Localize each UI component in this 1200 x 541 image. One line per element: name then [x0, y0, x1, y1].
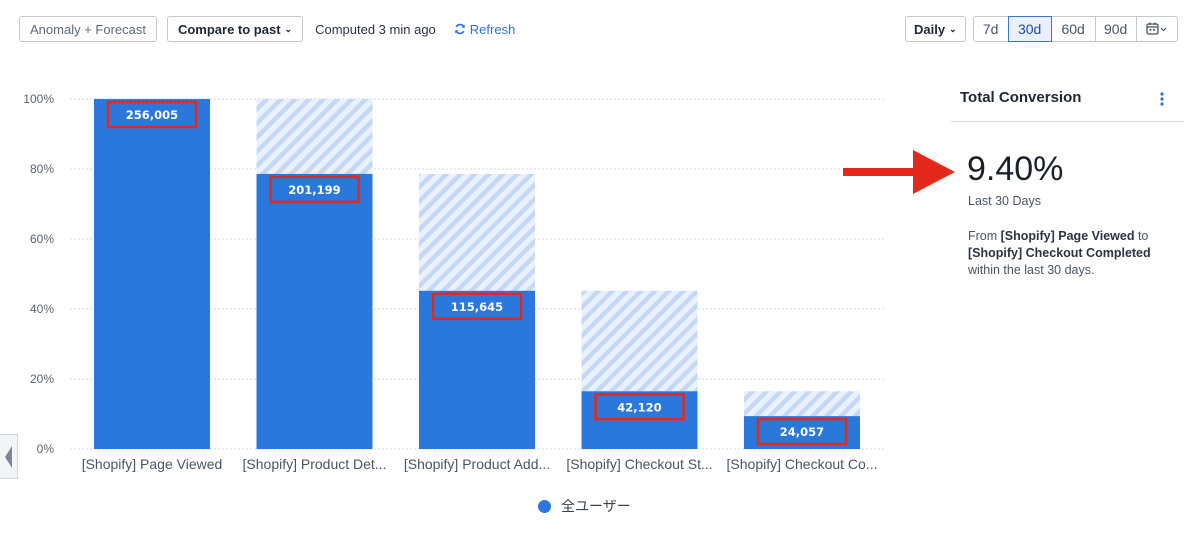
refresh-label: Refresh: [469, 21, 516, 37]
desc-prefix: From: [968, 229, 1001, 243]
y-tick-label: 20%: [30, 372, 54, 386]
y-tick-label: 60%: [30, 232, 54, 246]
desc-mid: to: [1134, 229, 1149, 243]
highlight-box: [431, 292, 523, 321]
dropoff-bar: [256, 99, 373, 174]
calendar-icon: [1145, 22, 1167, 35]
y-tick-label: 40%: [30, 302, 54, 316]
chevron-down-icon: ⌄: [949, 23, 957, 34]
range-30d-label: 30d: [1017, 21, 1042, 37]
collapse-left-button[interactable]: [0, 434, 18, 479]
refresh-icon: [454, 23, 465, 35]
chevron-down-icon: ⌄: [284, 23, 293, 34]
conversion-value: 9.40%: [967, 150, 1064, 188]
dropoff-bar: [419, 173, 535, 291]
data-label: 256,005: [126, 108, 178, 122]
compare-to-past-label: Compare to past: [177, 21, 281, 37]
interval-label: Daily: [914, 21, 946, 37]
dropoff-bar: [581, 290, 698, 392]
caret-left-icon: [4, 445, 12, 468]
highlight-box: [106, 100, 198, 129]
x-category-label: [Shopify] Product Det...: [243, 456, 387, 472]
range-60d-label: 60d: [1061, 21, 1085, 37]
data-label: 42,120: [617, 400, 661, 414]
legend-label: 全ユーザー: [561, 498, 631, 514]
data-label: 115,645: [451, 300, 503, 314]
interval-dropdown[interactable]: Daily ⌄: [905, 16, 966, 42]
conversion-bar: [94, 99, 210, 449]
panel-title: Total Conversion: [960, 89, 1082, 106]
desc-suffix: within the last 30 days.: [968, 263, 1095, 277]
computed-status: Computed 3 min ago: [315, 21, 436, 37]
date-picker-button[interactable]: [1135, 16, 1178, 42]
conversion-bar: [256, 173, 373, 449]
data-label: 24,057: [780, 425, 824, 439]
x-category-label: [Shopify] Product Add...: [404, 456, 550, 472]
highlight-box: [594, 393, 685, 421]
desc-to-event: [Shopify] Checkout Completed: [968, 246, 1151, 260]
range-selector: 7d 30d 60d 90d: [972, 16, 1178, 42]
highlight-box: [756, 417, 848, 446]
range-90d-label: 90d: [1103, 21, 1128, 37]
refresh-button[interactable]: Refresh: [454, 21, 516, 37]
toolbar: Anomaly + Forecast Compare to past ⌄ Com…: [19, 16, 515, 42]
panel-divider: [951, 121, 1184, 122]
conversion-period: Last 30 Days: [968, 194, 1041, 208]
legend-swatch: [538, 499, 551, 513]
range-7d-button[interactable]: 7d: [972, 16, 1009, 42]
compare-to-past-dropdown[interactable]: Compare to past ⌄: [166, 16, 304, 42]
chart-legend: 全ユーザー: [538, 496, 631, 516]
dropoff-bar: [744, 391, 860, 417]
data-label: 201,199: [288, 183, 340, 197]
range-tools: Daily ⌄ 7d 30d 60d 90d: [905, 16, 1178, 42]
red-arrow-annotation: [843, 150, 955, 194]
range-60d-button[interactable]: 60d: [1050, 16, 1096, 42]
x-category-label: [Shopify] Checkout Co...: [727, 456, 878, 472]
range-90d-button[interactable]: 90d: [1094, 16, 1137, 42]
y-tick-label: 80%: [30, 162, 54, 176]
more-options-icon[interactable]: [1156, 91, 1168, 107]
conversion-description: From [Shopify] Page Viewed to [Shopify] …: [968, 228, 1168, 279]
conversion-bar: [419, 290, 535, 449]
anomaly-forecast-label: Anomaly + Forecast: [30, 21, 146, 37]
y-tick-label: 100%: [23, 92, 54, 106]
funnel-chart: 0% 20% 40% 60% 80% 100% 256,005 [Shopify] Page …: [23, 92, 884, 472]
anomaly-forecast-button[interactable]: Anomaly + Forecast: [19, 16, 157, 42]
highlight-box: [269, 175, 360, 204]
range-7d-label: 7d: [982, 21, 999, 37]
x-category-label: [Shopify] Checkout St...: [566, 456, 712, 472]
desc-from-event: [Shopify] Page Viewed: [1000, 229, 1135, 243]
x-category-label: [Shopify] Page Viewed: [82, 456, 223, 472]
range-30d-button[interactable]: 30d: [1007, 16, 1052, 42]
y-tick-label: 0%: [37, 442, 55, 456]
